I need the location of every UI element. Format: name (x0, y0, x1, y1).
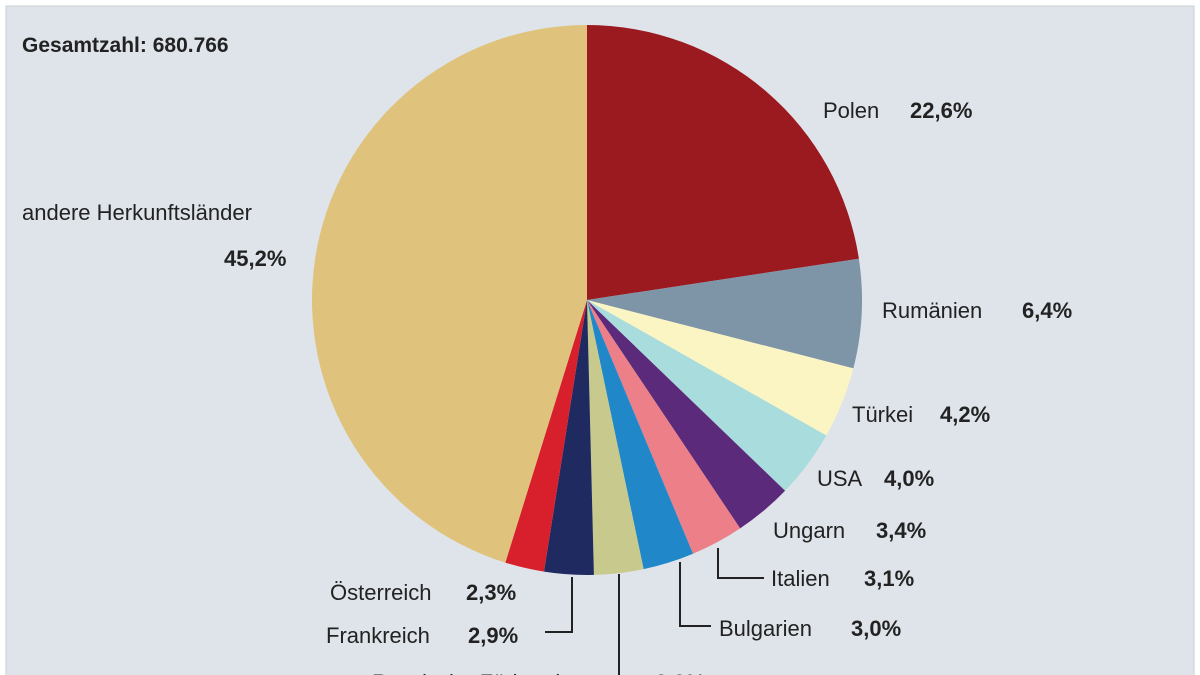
value-label: 6,4% (1022, 298, 1072, 323)
slice (587, 300, 694, 570)
slice (587, 300, 854, 436)
slice (587, 300, 827, 491)
slice-label: USA (817, 466, 863, 491)
slice (587, 300, 644, 575)
slice (543, 300, 594, 575)
pie (312, 25, 862, 575)
leader-line (679, 562, 711, 627)
slice-label: Polen (823, 98, 879, 123)
slice-label: andere Herkunftsländer (22, 200, 252, 225)
slice-label: Österreich (330, 580, 431, 605)
value-label: 3,1% (864, 566, 914, 591)
slice-label: Bulgarien (719, 616, 812, 641)
value-label: 2,9% (468, 623, 518, 648)
slice (505, 300, 587, 572)
value-label: 4,0% (884, 466, 934, 491)
slice-label: Russische Föderation (372, 670, 585, 675)
value-label: 2,3% (466, 580, 516, 605)
leader-line (717, 548, 764, 579)
value-label: 3,4% (876, 518, 926, 543)
slice (587, 300, 741, 554)
slice-label: Türkei (852, 402, 913, 427)
slice-label: Ungarn (773, 518, 845, 543)
slice-label: Frankreich (326, 623, 430, 648)
value-label: 3,0% (851, 616, 901, 641)
slice-label: Italien (771, 566, 830, 591)
value-label: 45,2% (224, 246, 286, 271)
slice (587, 258, 862, 369)
chart-title: Gesamtzahl: 680.766 (22, 34, 229, 57)
value-label: 22,6% (910, 98, 972, 123)
slice (587, 300, 786, 529)
slice (312, 25, 587, 563)
slice-label: Rumänien (882, 298, 982, 323)
value-label: 4,2% (940, 402, 990, 427)
value-label: 2,9% (655, 670, 705, 675)
slice (587, 25, 859, 300)
leader-line (545, 577, 573, 633)
